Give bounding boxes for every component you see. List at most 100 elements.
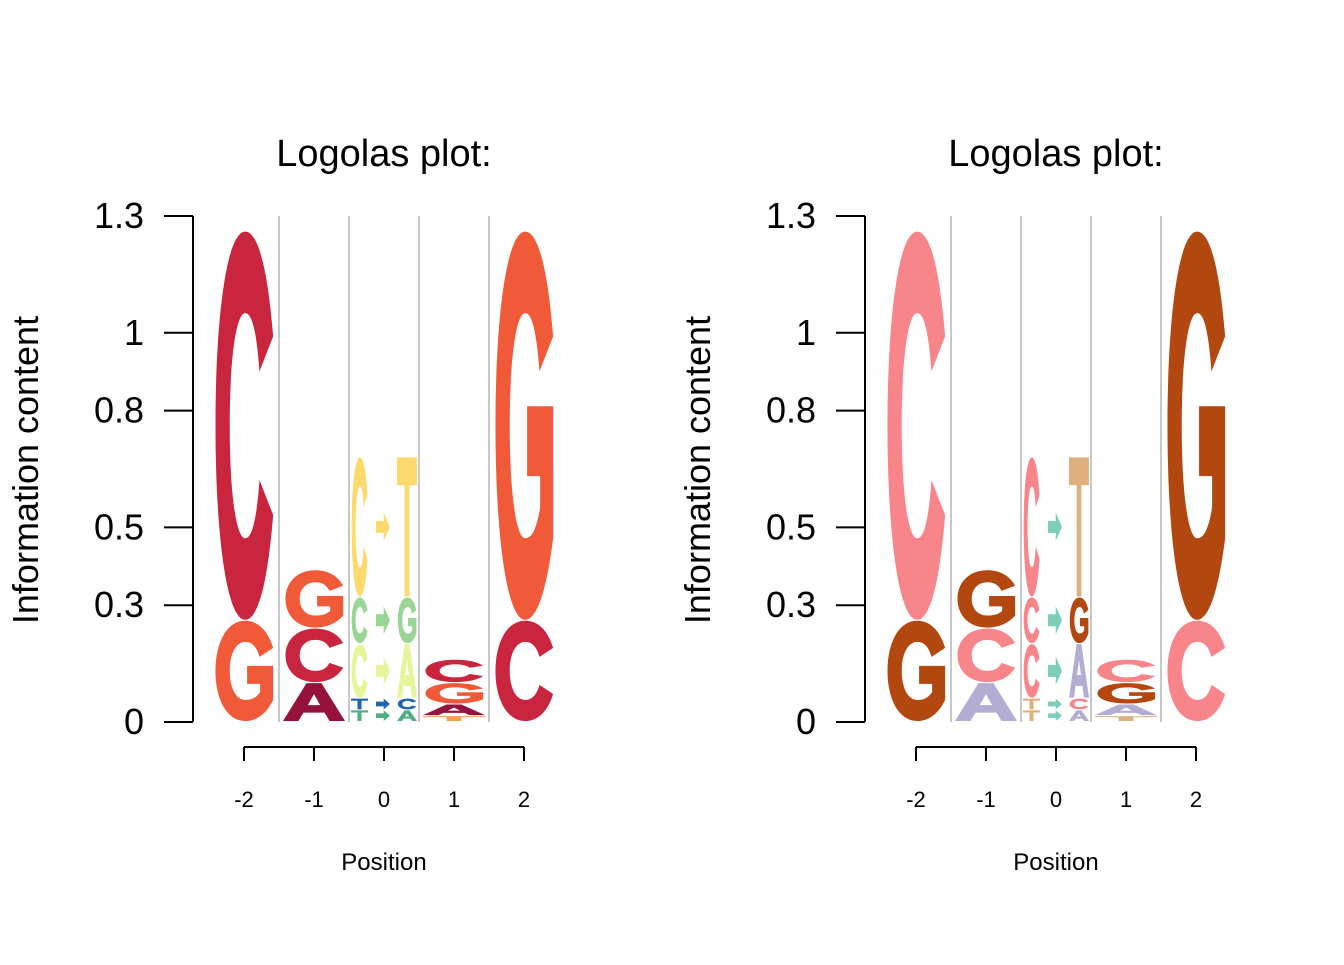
- logo-letter-A: [397, 644, 417, 698]
- logo-letter-G: [215, 620, 274, 721]
- y-tick-label: 1: [124, 312, 144, 353]
- logo-letter-A: [1095, 704, 1157, 716]
- logo-panel-right: Logolas plot: Information content Positi…: [677, 133, 1226, 876]
- y-tick-label: 1.3: [94, 195, 144, 236]
- y-axis-label: Information content: [5, 316, 46, 624]
- logo-letter-A: [283, 683, 345, 721]
- logo-letter-G: [887, 620, 946, 721]
- y-tick-label: 0.3: [94, 584, 144, 625]
- y-tick-label: 0.8: [94, 390, 144, 431]
- x-tick-label: 1: [448, 787, 460, 812]
- logo-letter-A: [1069, 710, 1089, 721]
- dinucleotide-arrow: [1048, 710, 1062, 721]
- logo-letter-stacks: [215, 231, 554, 721]
- logo-letter-G: [425, 683, 484, 704]
- x-tick-label: 0: [1050, 787, 1062, 812]
- logo-letter-T: [351, 698, 368, 710]
- dinucleotide-arrow: [376, 698, 390, 710]
- x-axis-label: Position: [1013, 849, 1098, 876]
- dinucleotide-arrow: [1048, 656, 1062, 685]
- y-tick-label: 0.3: [766, 584, 816, 625]
- x-tick-label: 2: [1190, 787, 1202, 812]
- logo-letter-A: [423, 704, 485, 716]
- logo-column: [955, 570, 1017, 721]
- x-tick-label: -2: [234, 787, 254, 812]
- logo-letter-C: [351, 597, 368, 644]
- dinucleotide-arrow: [376, 606, 390, 635]
- dinucleotide-arrow: [376, 512, 390, 541]
- logo-letter-C: [215, 231, 274, 620]
- y-tick-label: 0.8: [766, 390, 816, 431]
- chart-title: Logolas plot:: [276, 133, 492, 175]
- logo-letter-G: [285, 570, 344, 628]
- logo-letter-C: [1023, 457, 1040, 597]
- y-tick-label: 1.3: [766, 195, 816, 236]
- logo-column: [1167, 231, 1226, 721]
- y-axis: 0 0.3 0.5 0.8 1 1.3: [766, 195, 866, 742]
- dinucleotide-arrow: [1048, 512, 1062, 541]
- logo-column: [495, 231, 554, 721]
- logo-letter-C: [285, 628, 344, 683]
- y-tick-label: 1: [796, 312, 816, 353]
- logo-letter-C: [351, 644, 368, 698]
- logo-letter-C: [1167, 620, 1226, 721]
- logo-letter-G: [397, 597, 417, 644]
- logo-letter-A: [397, 710, 417, 721]
- logo-letter-G: [495, 231, 554, 620]
- logo-letter-T: [1069, 457, 1089, 597]
- grid-lines: [278, 216, 490, 722]
- x-tick-label: 0: [378, 787, 390, 812]
- y-tick-label: 0: [124, 701, 144, 742]
- logo-column: [215, 231, 274, 721]
- logo-panel-left: Logolas plot: Information content Positi…: [5, 133, 554, 876]
- grid-lines: [950, 216, 1162, 722]
- logo-letter-C: [1023, 644, 1040, 698]
- y-tick-label: 0: [796, 701, 816, 742]
- x-axis: -2 -1 0 1 2: [906, 746, 1202, 812]
- x-tick-label: -1: [304, 787, 324, 812]
- logo-letter-C: [1097, 659, 1156, 683]
- dinucleotide-arrow: [376, 710, 390, 721]
- logo-letter-G: [1097, 683, 1156, 704]
- y-tick-label: 0.5: [766, 506, 816, 547]
- logo-letter-T: [423, 716, 485, 721]
- logo-letter-G: [957, 570, 1016, 628]
- logo-column: [283, 570, 345, 721]
- logo-letter-C: [425, 659, 484, 683]
- logo-letter-T: [1023, 698, 1040, 710]
- dinucleotide-arrow: [376, 656, 390, 685]
- chart-title: Logolas plot:: [948, 133, 1164, 175]
- y-axis-label: Information content: [677, 316, 718, 624]
- logo-letter-G: [1069, 597, 1089, 644]
- logo-letter-T: [1023, 710, 1040, 721]
- x-tick-label: 2: [518, 787, 530, 812]
- logo-letter-T: [397, 457, 417, 597]
- x-axis: -2 -1 0 1 2: [234, 746, 530, 812]
- logo-letter-C: [495, 620, 554, 721]
- x-axis-label: Position: [341, 849, 426, 876]
- logo-letter-G: [1167, 231, 1226, 620]
- logo-column: [887, 231, 946, 721]
- y-tick-label: 0.5: [94, 506, 144, 547]
- logo-column: [1095, 659, 1157, 721]
- x-tick-label: -2: [906, 787, 926, 812]
- dinucleotide-arrow: [1048, 606, 1062, 635]
- logo-letter-C: [1069, 698, 1089, 710]
- logo-letter-stacks: [887, 231, 1226, 721]
- x-tick-label: 1: [1120, 787, 1132, 812]
- logo-column: [423, 659, 485, 721]
- logo-letter-C: [397, 698, 417, 710]
- logo-letter-C: [1023, 597, 1040, 644]
- x-tick-label: -1: [976, 787, 996, 812]
- logo-column: [1023, 457, 1089, 721]
- logo-letter-C: [887, 231, 946, 620]
- logo-letter-A: [955, 683, 1017, 721]
- logo-column: [351, 457, 417, 721]
- logo-letter-C: [957, 628, 1016, 683]
- y-axis: 0 0.3 0.5 0.8 1 1.3: [94, 195, 194, 742]
- logo-letter-T: [1095, 716, 1157, 721]
- logo-letter-C: [351, 457, 368, 597]
- logo-letter-A: [1069, 644, 1089, 698]
